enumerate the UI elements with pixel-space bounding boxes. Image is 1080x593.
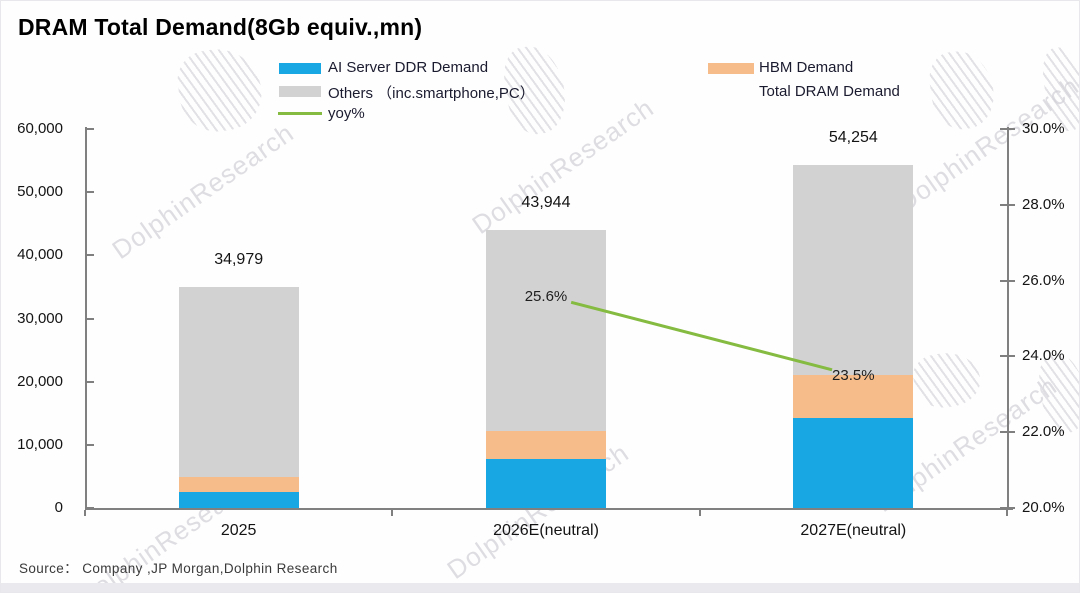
legend-label-ai-server-ddr: AI Server DDR Demand <box>328 59 489 76</box>
bar-segment <box>178 287 299 478</box>
legend-label-total-dram: Total DRAM Demand <box>759 83 900 100</box>
source-note: Source： Company ,JP Morgan,Dolphin Resea… <box>19 561 338 576</box>
watermark-text: DolphinResearch <box>106 117 300 265</box>
y-axis-right-tick-label: 20.0% <box>1022 499 1065 516</box>
y-axis-left-tick-label: 60,000 <box>17 120 63 137</box>
y-axis-right-tick <box>1000 279 1015 282</box>
y-axis-left-tick-label: 40,000 <box>17 246 63 264</box>
y-axis-right-tick-label: 28.0% <box>1022 195 1065 213</box>
y-axis-right-tick <box>1000 355 1015 358</box>
legend-label-others: Others （inc.smartphone,PC） <box>328 85 535 102</box>
y-axis-right-tick-label: 22.0% <box>1022 423 1065 441</box>
x-axis-tick <box>1006 510 1008 516</box>
y-axis-right-tick-label: 26.0% <box>1022 271 1065 289</box>
bar-segment <box>793 165 914 376</box>
x-axis-tick <box>698 510 701 516</box>
y-axis-left-tick-label: 20,000 <box>17 372 63 390</box>
y-axis-right-tick-label: 24.0% <box>1022 347 1065 365</box>
bar-segment <box>793 417 914 508</box>
y-axis-right-line <box>1007 127 1009 510</box>
y-axis-left-tick <box>85 380 94 383</box>
watermark-hatch <box>925 47 999 133</box>
x-axis-category-label: 2026E(neutral) <box>493 522 599 539</box>
y-axis-right-tick <box>1000 431 1015 434</box>
y-axis-left-tick <box>85 443 94 446</box>
legend-swatch-hbm <box>708 63 754 74</box>
y-axis-right-tick <box>1000 203 1015 206</box>
bar-total-label: 54,254 <box>828 129 878 147</box>
bar-segment <box>793 375 914 418</box>
bar-segment <box>486 430 606 459</box>
bar-segment <box>486 230 606 431</box>
legend-swatch-ai-server-ddr <box>279 63 321 74</box>
bar-segment <box>178 491 299 508</box>
bar-segment <box>178 477 299 492</box>
y-axis-right-tick-label: 30.0% <box>1022 120 1065 137</box>
legend-swatch-others <box>279 86 321 97</box>
y-axis-left-tick <box>85 128 94 130</box>
watermark-hatch <box>173 43 267 137</box>
bar-segment <box>486 458 606 508</box>
x-axis-line <box>85 508 1013 510</box>
watermark-text: DolphinResearch <box>466 92 660 240</box>
bar-total-label: 43,944 <box>521 194 571 212</box>
watermark-hatch <box>910 348 984 412</box>
legend-label-yoy: yoy% <box>328 105 365 122</box>
yoy-point-label: 25.6% <box>524 287 568 305</box>
y-axis-left-tick-label: 30,000 <box>17 309 63 327</box>
legend-swatch-yoy-line <box>278 112 322 115</box>
y-axis-left-tick <box>85 507 94 509</box>
y-axis-left-tick-label: 10,000 <box>17 435 63 453</box>
x-axis-tick <box>391 510 394 516</box>
bar-total-label: 34,979 <box>214 251 264 269</box>
y-axis-left-tick <box>85 254 94 257</box>
yoy-point-label: 23.5% <box>832 367 875 385</box>
x-axis-category-label: 2027E(neutral) <box>800 522 907 539</box>
x-axis-tick <box>84 510 86 516</box>
chart-title: DRAM Total Demand(8Gb equiv.,mn) <box>18 14 423 40</box>
y-axis-left-tick-label: 50,000 <box>17 183 63 201</box>
y-axis-right-tick <box>1000 128 1015 130</box>
y-axis-left-tick <box>85 317 94 320</box>
y-axis-right-tick <box>1000 507 1015 509</box>
y-axis-left-tick-label: 0 <box>54 499 63 516</box>
y-axis-left-tick <box>85 191 94 194</box>
bottom-edge-band <box>1 583 1079 592</box>
legend-label-hbm: HBM Demand <box>759 59 854 76</box>
x-axis-category-label: 2025 <box>220 522 257 539</box>
